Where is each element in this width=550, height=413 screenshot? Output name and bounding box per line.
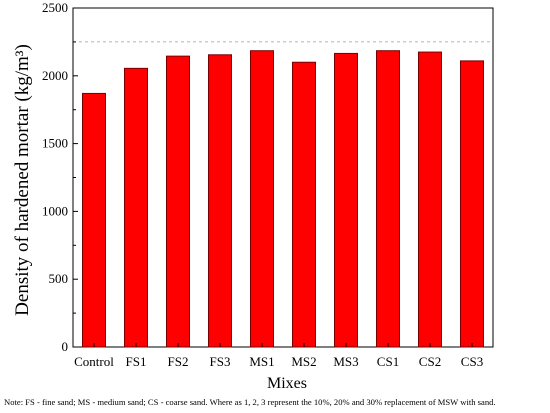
y-tick-label: 1500 — [42, 136, 68, 151]
y-tick-labels: 0 500 1000 1500 2000 2500 — [42, 0, 78, 354]
y-axis-title: Density of hardened mortar (kg/m³) — [12, 44, 33, 316]
x-tick-label: CS1 — [377, 354, 399, 369]
bar-cs1 — [376, 50, 400, 348]
bar-fs2 — [166, 55, 190, 348]
x-tick-label: Control — [74, 354, 114, 369]
x-tick-label: CS2 — [419, 354, 441, 369]
bars — [82, 50, 484, 348]
x-tick-label: FS1 — [126, 354, 147, 369]
y-tick-label: 0 — [62, 339, 69, 354]
y-tick-label: 500 — [49, 271, 69, 286]
x-tick-label: FS2 — [168, 354, 189, 369]
y-tick-label: 2500 — [42, 0, 68, 15]
chart-note: Note: FS - fine sand; MS - medium sand; … — [4, 397, 496, 407]
bar-cs2 — [418, 51, 442, 348]
x-tick-label: FS3 — [210, 354, 231, 369]
bar-fs3 — [208, 54, 232, 348]
bar-ms2 — [292, 61, 316, 348]
y-tick-label: 1000 — [42, 203, 68, 218]
x-tick-labels: Control FS1 FS2 FS3 MS1 MS2 MS3 CS1 CS2 CS3 — [74, 343, 483, 369]
bar-control — [82, 92, 106, 348]
x-axis-title: Mixes — [267, 375, 307, 392]
x-tick-label: MS1 — [249, 354, 274, 369]
y-tick-label: 2000 — [42, 68, 68, 83]
x-tick-label: MS3 — [333, 354, 358, 369]
x-tick-label: MS2 — [291, 354, 316, 369]
bar-cs3 — [460, 60, 484, 348]
bar-fs1 — [124, 67, 148, 348]
bar-ms3 — [334, 52, 358, 348]
x-tick-label: CS3 — [461, 354, 483, 369]
bar-ms1 — [250, 50, 274, 348]
